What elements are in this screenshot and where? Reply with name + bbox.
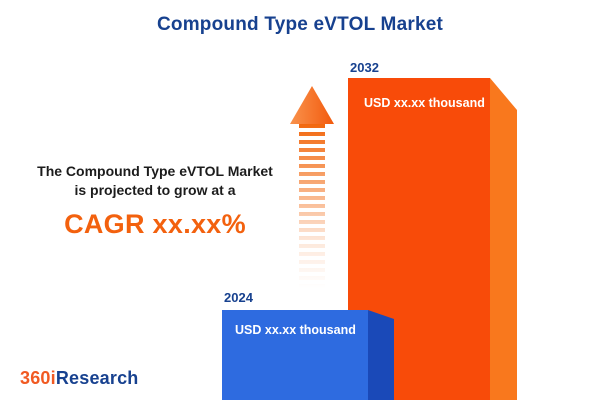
bar-2032-value-label: USD xx.xx thousand [364,96,485,110]
growth-arrow-fade [299,124,325,288]
promo-line-1: The Compound Type eVTOL Market [37,163,273,179]
bar-2032-side-face [490,78,517,400]
bar-2024 [222,310,368,400]
growth-arrow-head-icon [290,86,334,124]
cagr-value: CAGR xx.xx% [64,209,246,239]
brand-logo-360i: 360i [20,368,56,388]
brand-logo: 360iResearch [20,368,139,389]
brand-logo-research: Research [55,368,139,388]
bar-2032-year-label: 2032 [350,60,379,75]
promo-text-block: The Compound Type eVTOL Market is projec… [5,162,305,240]
page-title: Compound Type eVTOL Market [156,14,444,35]
bar-2024-year-label: 2024 [224,290,253,305]
promo-line-2: is projected to grow at a [74,182,236,198]
bar-2024-side-face [368,310,394,400]
bar-2024-value-label: USD xx.xx thousand [235,323,356,337]
